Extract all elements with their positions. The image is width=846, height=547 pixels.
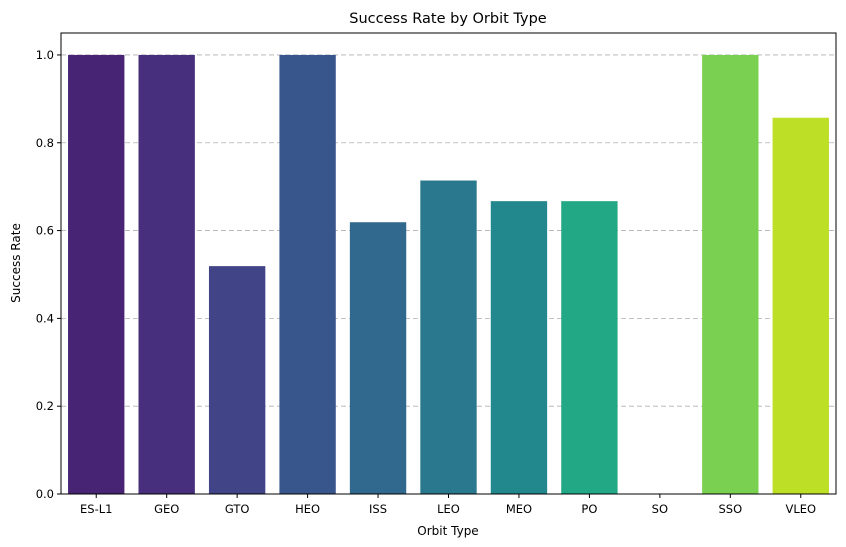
bar-po xyxy=(561,201,618,494)
x-tick-label: SO xyxy=(652,502,668,516)
bar-meo xyxy=(490,201,548,494)
y-axis: 0.0 0.2 0.4 0.6 0.8 1.0 xyxy=(36,48,61,501)
bar-geo xyxy=(138,54,195,494)
y-tick-label: 0.0 xyxy=(36,487,54,501)
y-tick-label: 0.2 xyxy=(36,399,54,413)
bar-es-l1 xyxy=(68,54,125,494)
x-tick-label: SSO xyxy=(718,502,742,516)
x-axis-label: Orbit Type xyxy=(417,524,478,538)
bar-sso xyxy=(702,54,759,494)
y-tick-label: 0.6 xyxy=(36,224,54,238)
y-tick-label: 1.0 xyxy=(36,48,54,62)
bar-gto xyxy=(208,266,266,494)
bars xyxy=(68,54,829,494)
bar-leo xyxy=(420,180,477,494)
bar-vleo xyxy=(772,117,829,494)
x-tick-label: GTO xyxy=(225,502,250,516)
y-tick-label: 0.4 xyxy=(36,311,54,325)
bar-heo xyxy=(279,54,336,494)
chart-title: Success Rate by Orbit Type xyxy=(349,11,547,27)
x-tick-label: GEO xyxy=(154,502,179,516)
x-axis: ES-L1 GEO GTO HEO ISS LEO MEO PO SO SSO VLEO xyxy=(80,494,816,516)
x-tick-label: LEO xyxy=(437,502,460,516)
y-tick-label: 0.8 xyxy=(36,136,54,150)
x-tick-label: MEO xyxy=(506,502,532,516)
x-tick-label: ISS xyxy=(369,502,387,516)
x-tick-label: HEO xyxy=(295,502,320,516)
bar-iss xyxy=(349,222,407,494)
y-axis-label: Success Rate xyxy=(9,223,23,303)
x-tick-label: PO xyxy=(581,502,597,516)
x-tick-label: ES-L1 xyxy=(80,502,112,516)
x-tick-label: VLEO xyxy=(785,502,816,516)
